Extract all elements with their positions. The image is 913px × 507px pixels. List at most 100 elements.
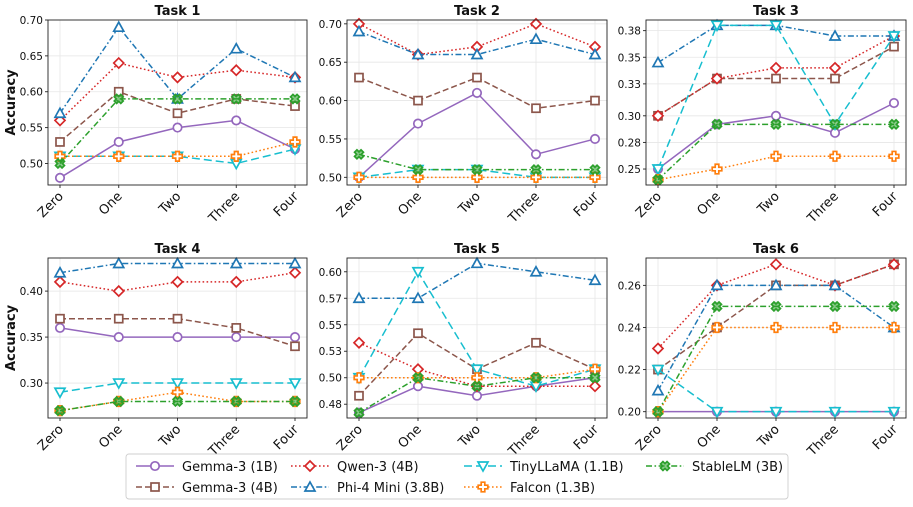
data-point bbox=[411, 291, 425, 304]
data-point bbox=[888, 118, 900, 130]
x-tick-label: One bbox=[96, 422, 125, 451]
data-point bbox=[113, 332, 124, 343]
series-phi-4-mini-3-8b bbox=[53, 256, 302, 278]
y-tick-label: 0.26 bbox=[618, 280, 642, 292]
data-point bbox=[888, 321, 900, 334]
data-point bbox=[530, 163, 542, 176]
data-point bbox=[588, 273, 602, 286]
data-point bbox=[530, 372, 542, 384]
data-point bbox=[113, 313, 124, 324]
x-tick-label: Two bbox=[156, 189, 185, 218]
data-point bbox=[589, 133, 601, 145]
data-point bbox=[289, 136, 301, 148]
x-tick-label: Three bbox=[505, 189, 543, 227]
series-stablelm-3b bbox=[353, 148, 601, 176]
data-point bbox=[531, 337, 541, 348]
y-tick-label: 0.48 bbox=[319, 399, 342, 411]
series-line bbox=[657, 368, 894, 413]
data-point bbox=[651, 55, 665, 68]
data-point bbox=[412, 163, 424, 176]
data-point bbox=[710, 406, 724, 419]
data-point bbox=[828, 61, 842, 75]
data-point bbox=[289, 332, 301, 343]
y-tick-label: 0.28 bbox=[618, 137, 641, 149]
data-point bbox=[172, 122, 183, 133]
data-point bbox=[55, 137, 65, 147]
data-point bbox=[352, 291, 366, 304]
panel-task-6: 0.20 0.22 0.24 0.26 Zero One Two Three Four Task … bbox=[618, 242, 907, 460]
data-point bbox=[352, 336, 366, 349]
legend-entry-stablelm-3b: StableLM (3B) bbox=[646, 460, 783, 475]
series-stablelm-3b bbox=[652, 300, 900, 418]
x-tick-label: Four bbox=[870, 422, 901, 453]
x-tick-label: Zero bbox=[334, 189, 366, 221]
data-point bbox=[771, 73, 781, 84]
data-point bbox=[171, 395, 184, 408]
data-point bbox=[171, 256, 184, 269]
x-tick-label: Zero bbox=[35, 189, 67, 221]
y-tick-label: 0.22 bbox=[618, 365, 641, 377]
data-point bbox=[588, 380, 602, 393]
data-point bbox=[711, 321, 723, 334]
data-point bbox=[471, 380, 483, 392]
data-point bbox=[288, 378, 302, 390]
data-point bbox=[710, 278, 724, 291]
x-tick-label: One bbox=[694, 422, 723, 451]
data-point bbox=[411, 266, 425, 279]
data-point bbox=[830, 73, 840, 84]
legend: Gemma-3 (1B) Gemma-3 (4B) Qwen-3 (4B) Phi-4… bbox=[125, 453, 789, 500]
data-point bbox=[710, 72, 724, 85]
y-tick-label: 0.60 bbox=[319, 267, 342, 279]
data-point bbox=[769, 20, 783, 33]
legend-label: Phi-4 Mini (3.8B) bbox=[337, 481, 444, 496]
series-tinyllama-1-1b bbox=[53, 378, 302, 400]
x-tick-label: Two bbox=[754, 422, 783, 451]
x-tick-label: Two bbox=[455, 422, 484, 451]
data-point bbox=[651, 342, 665, 355]
y-tick-label: 0.55 bbox=[20, 123, 43, 135]
x-tick-label: One bbox=[694, 189, 723, 218]
data-point bbox=[230, 275, 243, 289]
data-point bbox=[289, 93, 301, 105]
data-point bbox=[651, 364, 665, 377]
series-line bbox=[358, 23, 596, 56]
data-point bbox=[889, 41, 899, 52]
series-phi-4-mini-3-8b bbox=[352, 256, 602, 304]
panel-title: Task 4 bbox=[155, 242, 201, 257]
data-point bbox=[529, 32, 543, 45]
y-tick-label: 0.65 bbox=[319, 57, 342, 69]
data-point bbox=[353, 148, 365, 160]
data-point bbox=[770, 321, 782, 334]
series-gemma-3-4b bbox=[55, 313, 300, 352]
data-point bbox=[530, 149, 542, 160]
series-qwen-3-4b bbox=[53, 266, 302, 298]
data-point bbox=[55, 313, 65, 324]
data-point bbox=[171, 150, 184, 162]
legend-marker bbox=[150, 482, 160, 492]
legend-marker bbox=[659, 460, 671, 472]
series-stablelm-3b bbox=[54, 395, 301, 417]
data-point bbox=[471, 390, 483, 401]
data-point bbox=[54, 322, 66, 333]
data-point bbox=[230, 395, 242, 408]
data-point bbox=[588, 47, 602, 60]
x-tick-label: Four bbox=[571, 189, 602, 220]
data-point bbox=[769, 258, 783, 271]
data-point bbox=[229, 378, 243, 390]
y-tick-label: 0.24 bbox=[618, 322, 642, 334]
series-qwen-3-4b bbox=[352, 336, 602, 393]
data-point bbox=[172, 332, 183, 343]
data-point bbox=[231, 332, 242, 343]
data-point bbox=[651, 164, 665, 176]
data-point bbox=[412, 118, 424, 129]
series-stablelm-3b bbox=[54, 93, 301, 170]
series-line bbox=[59, 382, 295, 393]
series-line bbox=[59, 62, 296, 121]
x-tick-label: Two bbox=[455, 189, 484, 218]
panel-title: Task 3 bbox=[753, 4, 799, 19]
data-point bbox=[590, 95, 600, 106]
data-point bbox=[171, 378, 184, 390]
data-point bbox=[770, 118, 782, 130]
data-point bbox=[589, 163, 601, 176]
